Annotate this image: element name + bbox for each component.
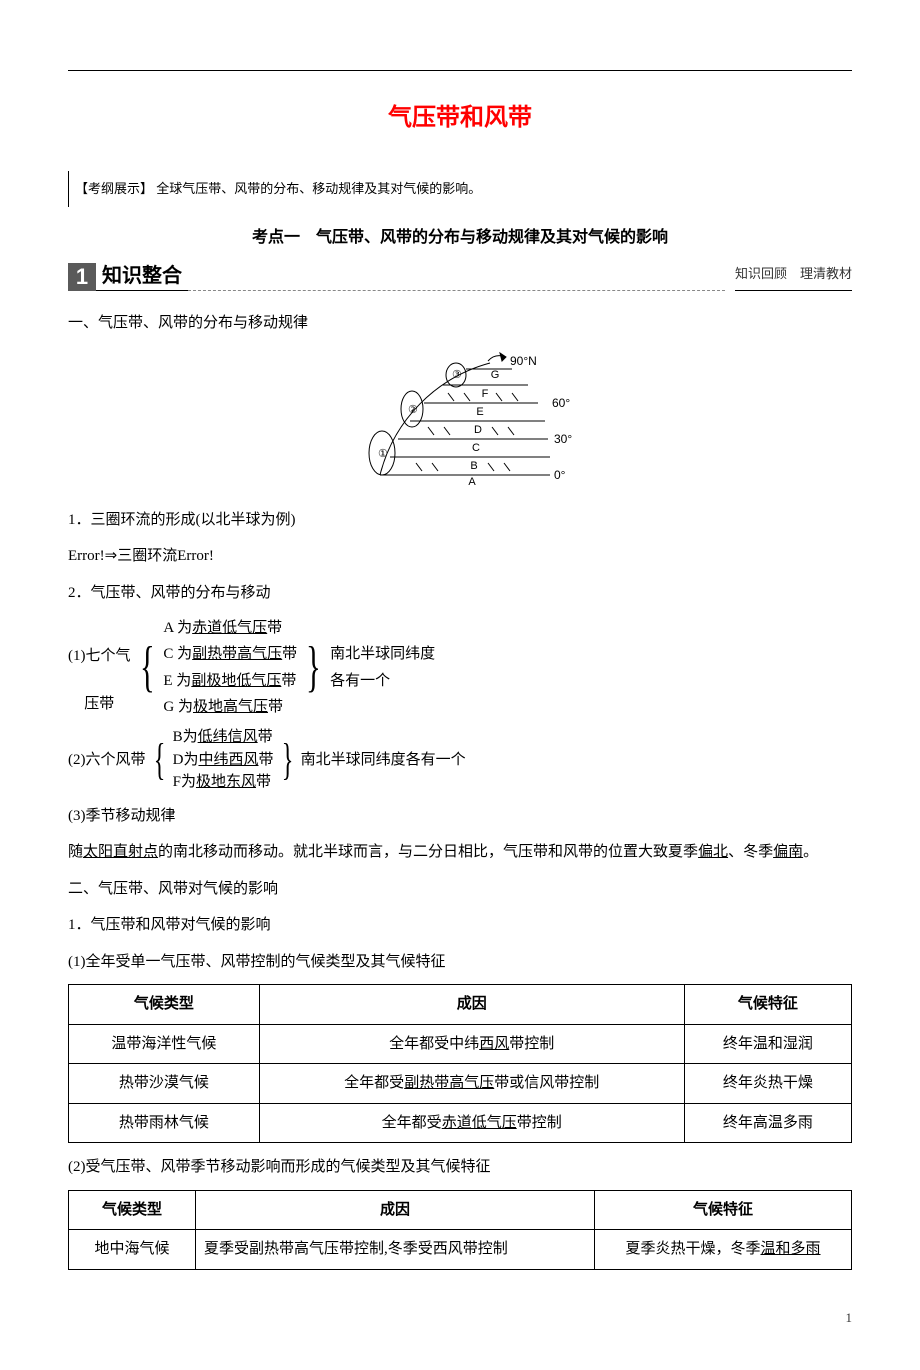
pb-right: 南北半球同纬度 各有一个: [330, 641, 435, 694]
lat-30: 30°: [554, 432, 572, 446]
row-e: E: [476, 406, 483, 418]
brace-icon: }: [280, 740, 295, 780]
p4: 1．气压带和风带对气候的影响: [68, 911, 852, 940]
p3-body: 随太阳直射点的南北移动而移动。就北半球而言，与二分日相比，气压带和风带的位置大致…: [68, 838, 852, 867]
p5: (1)全年受单一气压带、风带控制的气候类型及其气候特征: [68, 948, 852, 977]
p2: 2．气压带、风带的分布与移动: [68, 579, 852, 608]
lat-60: 60°: [552, 396, 570, 410]
wb-items: B为低纬信风带 D为中纬西风带 F为极地东风带: [173, 726, 274, 794]
table-row: 气候类型 成因 气候特征: [69, 1190, 852, 1230]
brace-icon: {: [138, 642, 156, 692]
cell-3: ③: [452, 369, 462, 381]
kaodian-1-title: 考点一 气压带、风带的分布与移动规律及其对气候的影响: [68, 223, 852, 253]
p3: (3)季节移动规律: [68, 802, 852, 831]
cell-1: ①: [378, 448, 388, 460]
wb-left: (2)六个风带: [68, 748, 146, 772]
table-row: 气候类型 成因 气候特征: [69, 985, 852, 1025]
section-2-heading: 二、气压带、风带对气候的影响: [68, 875, 852, 904]
pb-left: (1)七个气 压带: [68, 620, 131, 716]
circulation-diagram: ① ② ③ 90°N 60° 30° 0° G F E D C B A: [68, 345, 852, 496]
exam-outline-text: 【考纲展示】 全球气压带、风带的分布、移动规律及其对气候的影响。: [75, 181, 481, 196]
row-c: C: [472, 442, 480, 454]
row-d: D: [474, 424, 482, 436]
table-row: 温带海洋性气候 全年都受中纬西风带控制 终年温和湿润: [69, 1024, 852, 1064]
brace-icon: }: [305, 642, 323, 692]
top-divider: [68, 70, 852, 71]
knowledge-bar-sub: 知识回顾 理清教材: [735, 260, 852, 291]
lat-90: 90°N: [510, 354, 537, 368]
row-f: F: [482, 388, 489, 400]
p1: 1．三圈环流的形成(以北半球为例): [68, 506, 852, 535]
page-number: 1: [68, 1306, 852, 1331]
knowledge-bar-num: 1: [68, 263, 96, 291]
table-row: 热带雨林气候 全年都受赤道低气压带控制 终年高温多雨: [69, 1103, 852, 1143]
table-row: 地中海气候 夏季受副热带高气压带控制,冬季受西风带控制 夏季炎热干燥，冬季温和多…: [69, 1230, 852, 1270]
row-b: B: [470, 460, 477, 472]
wb-right: 南北半球同纬度各有一个: [301, 746, 466, 775]
pb-items: A 为赤道低气压带 C 为副热带高气压带 E 为副极地低气压带 G 为极地高气压…: [163, 615, 297, 720]
row-a: A: [468, 476, 476, 485]
row-g: G: [491, 369, 500, 381]
knowledge-bar: 1 知识整合 知识回顾 理清教材: [68, 260, 852, 291]
page-title: 气压带和风带: [68, 95, 852, 141]
p6: (2)受气压带、风带季节移动影响而形成的气候类型及其气候特征: [68, 1153, 852, 1182]
table-2: 气候类型 成因 气候特征 地中海气候 夏季受副热带高气压带控制,冬季受西风带控制…: [68, 1190, 852, 1270]
lat-0: 0°: [554, 468, 566, 482]
knowledge-bar-line: [188, 276, 725, 291]
brace-icon: {: [152, 740, 167, 780]
pressure-belts-block: (1)七个气 压带 { A 为赤道低气压带 C 为副热带高气压带 E 为副极地低…: [68, 615, 852, 720]
cell-2: ②: [408, 404, 418, 416]
table-1: 气候类型 成因 气候特征 温带海洋性气候 全年都受中纬西风带控制 终年温和湿润 …: [68, 984, 852, 1143]
table-row: 热带沙漠气候 全年都受副热带高气压带或信风带控制 终年炎热干燥: [69, 1064, 852, 1104]
p1b: Error!⇒三圈环流Error!: [68, 542, 852, 571]
wind-belts-block: (2)六个风带 { B为低纬信风带 D为中纬西风带 F为极地东风带 } 南北半球…: [68, 726, 852, 794]
section-1-heading: 一、气压带、风带的分布与移动规律: [68, 309, 852, 338]
exam-outline-box: 【考纲展示】 全球气压带、风带的分布、移动规律及其对气候的影响。: [68, 171, 852, 208]
knowledge-bar-label: 知识整合: [96, 262, 188, 291]
